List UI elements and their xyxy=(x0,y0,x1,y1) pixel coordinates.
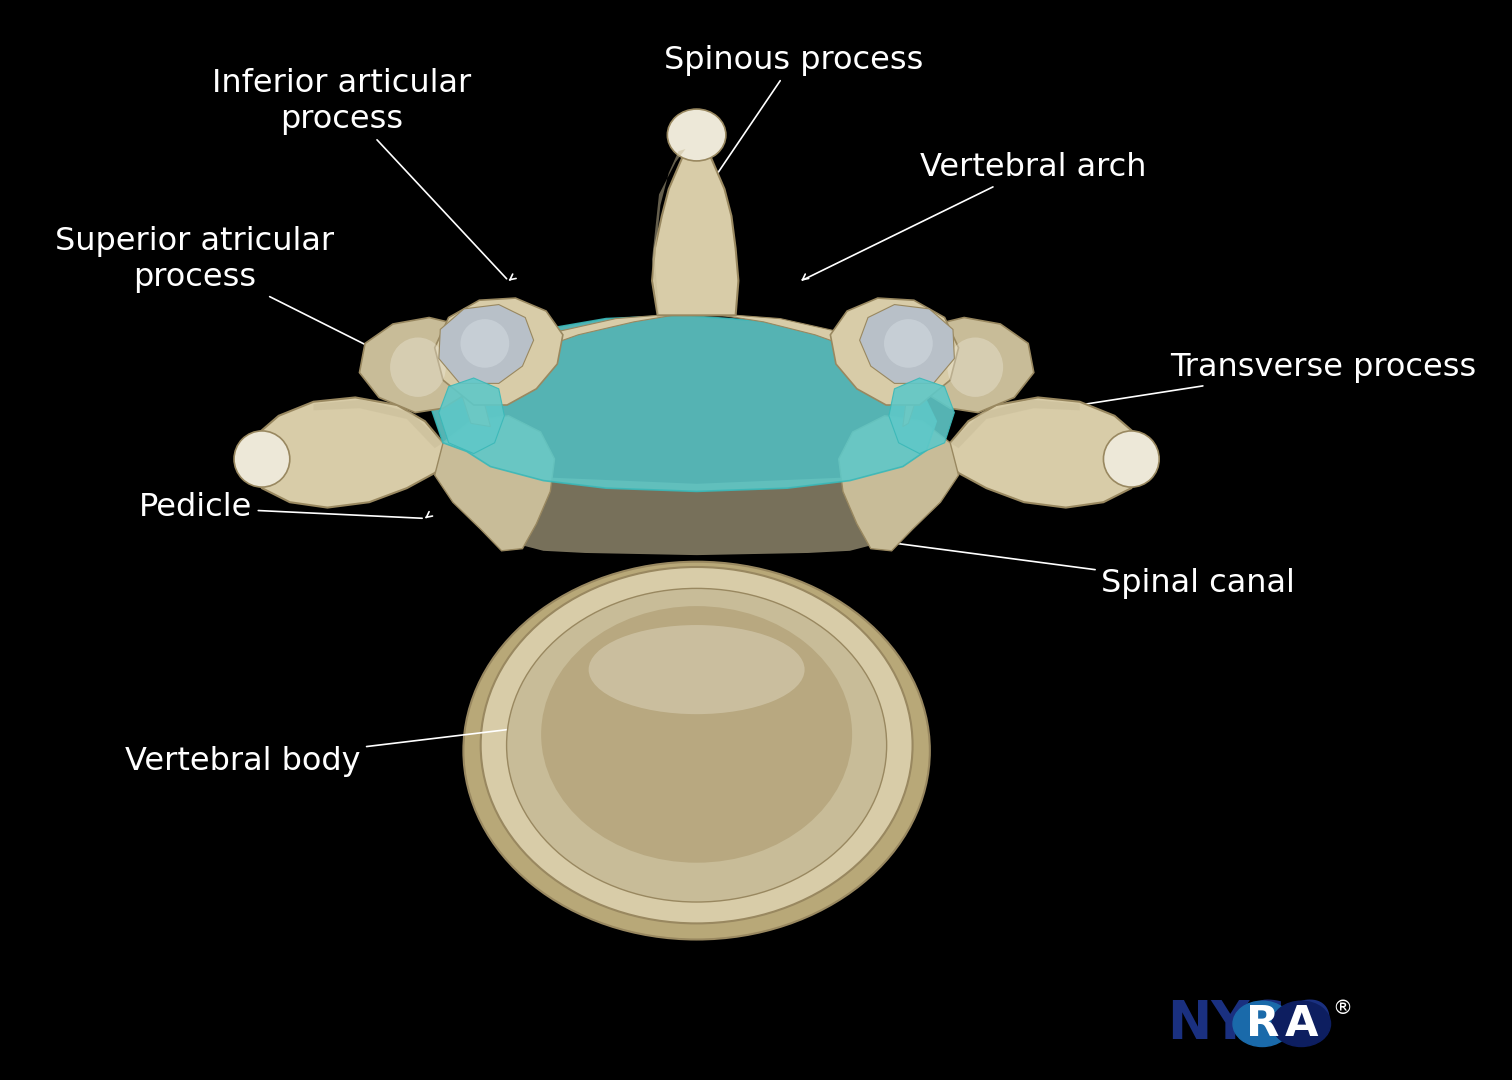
Ellipse shape xyxy=(463,562,930,940)
Ellipse shape xyxy=(588,625,804,714)
Polygon shape xyxy=(460,313,685,427)
Polygon shape xyxy=(434,298,562,405)
Ellipse shape xyxy=(234,431,290,487)
Ellipse shape xyxy=(481,567,913,923)
Text: Transverse process: Transverse process xyxy=(1048,352,1477,410)
Text: Spinal canal: Spinal canal xyxy=(874,540,1294,598)
Ellipse shape xyxy=(541,606,853,863)
Polygon shape xyxy=(248,397,452,508)
Polygon shape xyxy=(950,400,1080,448)
Polygon shape xyxy=(940,397,1145,508)
Polygon shape xyxy=(652,149,685,315)
Text: Spinous process: Spinous process xyxy=(664,44,924,181)
Polygon shape xyxy=(830,298,959,405)
Ellipse shape xyxy=(461,320,510,367)
Text: A: A xyxy=(1285,1003,1318,1044)
Polygon shape xyxy=(860,305,954,383)
Ellipse shape xyxy=(667,109,726,161)
Circle shape xyxy=(1272,1001,1331,1047)
Polygon shape xyxy=(906,318,1034,413)
Circle shape xyxy=(1232,1001,1291,1047)
Ellipse shape xyxy=(948,337,1002,397)
Ellipse shape xyxy=(1104,431,1160,487)
Text: Inferior articular
process: Inferior articular process xyxy=(212,68,507,279)
Polygon shape xyxy=(313,400,443,448)
Text: ®: ® xyxy=(1332,999,1352,1018)
Polygon shape xyxy=(889,378,954,454)
Text: R: R xyxy=(1246,1003,1279,1044)
Polygon shape xyxy=(360,318,488,413)
Polygon shape xyxy=(652,140,738,315)
Polygon shape xyxy=(839,416,959,551)
Text: Superior atricular
process: Superior atricular process xyxy=(56,226,429,377)
Ellipse shape xyxy=(390,337,446,397)
Polygon shape xyxy=(438,378,505,454)
Ellipse shape xyxy=(507,589,886,902)
Polygon shape xyxy=(434,416,555,551)
Text: NYSO: NYSO xyxy=(1167,998,1332,1050)
Text: Vertebral arch: Vertebral arch xyxy=(803,152,1146,280)
Ellipse shape xyxy=(885,320,933,367)
Polygon shape xyxy=(432,315,936,491)
Text: Vertebral body: Vertebral body xyxy=(125,724,555,777)
Polygon shape xyxy=(473,467,919,555)
Text: Pedicle: Pedicle xyxy=(139,492,422,523)
Polygon shape xyxy=(708,313,919,427)
Polygon shape xyxy=(438,305,534,383)
